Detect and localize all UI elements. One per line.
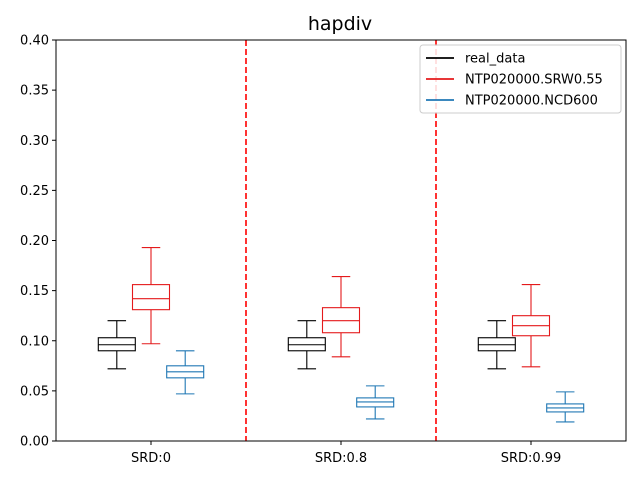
box-1-0	[131, 246, 171, 345]
y-tick-label: 0.40	[20, 34, 49, 49]
y-axis: 0.00 0.05 0.10 0.15 0.20 0.25 0.30 0.35 0.40	[20, 34, 56, 450]
legend-label: real_data	[465, 52, 525, 67]
x-tick-label: SRD:0.99	[501, 451, 562, 466]
y-tick-label: 0.05	[20, 384, 49, 399]
box-2-1	[356, 385, 395, 420]
y-tick-label: 0.20	[20, 234, 49, 249]
category-separators	[245, 40, 437, 441]
box-1-1	[321, 276, 361, 358]
x-tick-label: SRD:0	[131, 451, 171, 466]
box-body	[131, 284, 171, 311]
box-0-0	[97, 320, 136, 370]
legend: real_data NTP020000.SRW0.55 NTP020000.NCD6…	[419, 44, 622, 114]
chart-title: hapdiv	[308, 13, 372, 35]
y-tick-label: 0.10	[20, 334, 49, 349]
plot-frame	[55, 39, 627, 442]
box-0-1	[287, 320, 326, 370]
y-tick-label: 0.15	[20, 284, 49, 299]
y-tick-label: 0.35	[20, 84, 49, 99]
box-groups	[97, 246, 585, 423]
y-tick-label: 0.25	[20, 184, 49, 199]
y-tick-label: 0.30	[20, 134, 49, 149]
box-1-2	[511, 284, 551, 368]
legend-label: NTP020000.NCD600	[465, 94, 598, 109]
box-2-2	[546, 391, 585, 423]
legend-label: NTP020000.SRW0.55	[465, 73, 603, 88]
legend-box	[419, 44, 622, 114]
x-axis: SRD:0 SRD:0.8 SRD:0.99	[131, 441, 561, 466]
x-tick-label: SRD:0.8	[315, 451, 367, 466]
y-tick-label: 0.00	[20, 435, 49, 450]
box-0-2	[477, 320, 516, 370]
box-2-0	[166, 350, 205, 395]
